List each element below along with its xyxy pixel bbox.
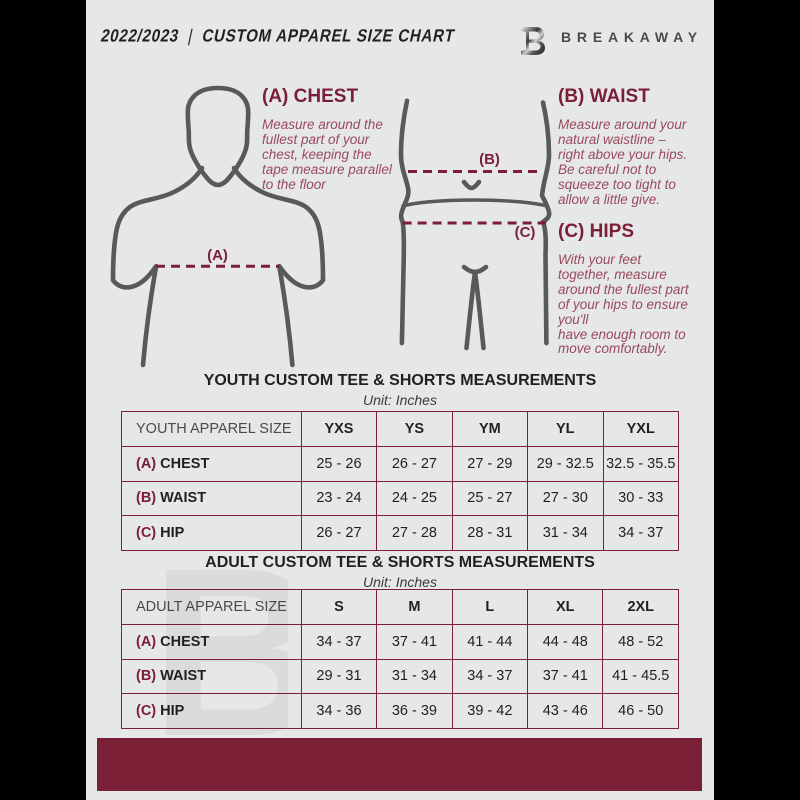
svg-text:(A): (A)	[207, 247, 228, 264]
svg-text:B: B	[150, 563, 288, 745]
svg-text:(C): (C)	[515, 224, 536, 241]
